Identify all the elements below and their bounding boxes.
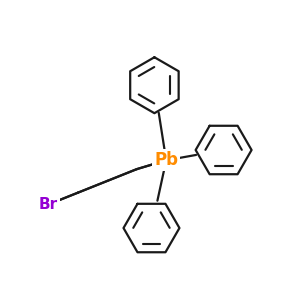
Text: Br: Br <box>39 197 58 212</box>
Text: Pb: Pb <box>154 151 178 169</box>
